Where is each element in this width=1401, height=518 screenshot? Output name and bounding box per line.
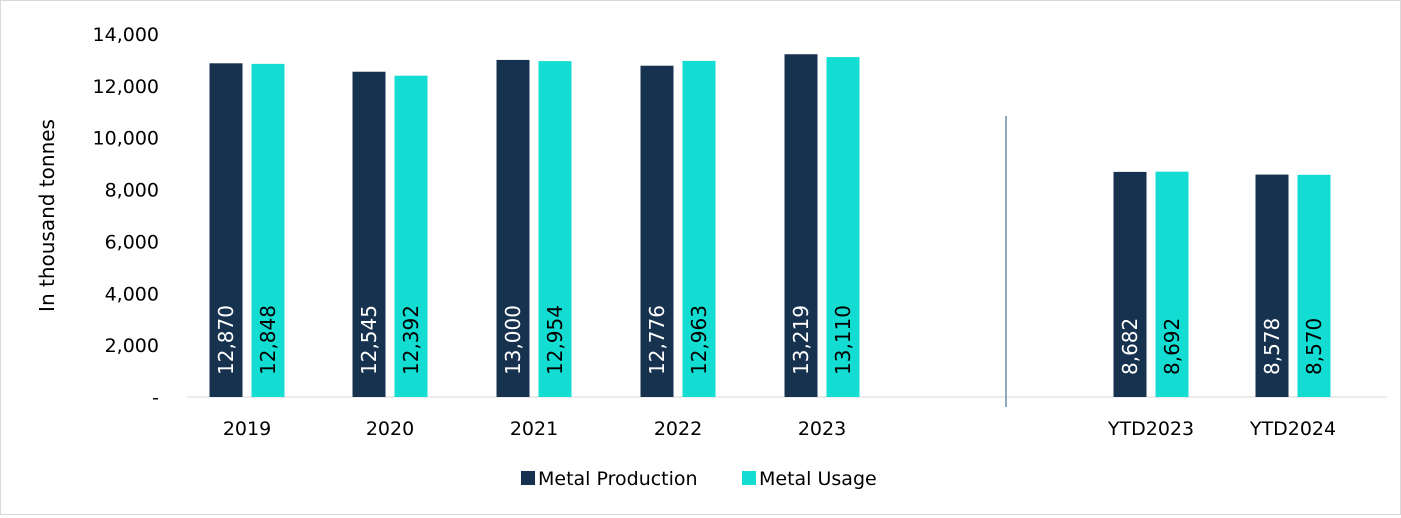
data-label: 12,776 [645,305,669,375]
data-label: 12,963 [687,305,711,375]
x-tick-label: 2021 [510,418,558,440]
bar-metal-usage-ytd2024 [1297,174,1331,397]
bar-metal-usage-ytd2023 [1155,171,1189,397]
y-tick-label: 6,000 [105,231,159,253]
legend-swatch-metal-production [521,471,535,485]
x-tick-label: 2019 [223,418,271,440]
y-tick-label: 10,000 [93,128,159,150]
data-label: 12,870 [214,305,238,375]
data-label: 13,000 [501,305,525,375]
y-tick-label: 4,000 [105,283,159,305]
bar-metal-production-ytd2024 [1255,174,1289,397]
x-tick-label: YTD2023 [1107,418,1194,440]
bar-metal-production-ytd2023 [1113,171,1147,397]
y-tick-label: 12,000 [93,76,159,98]
legend-label: Metal Production [538,468,698,490]
bar-metal-usage-2021 [538,61,572,398]
data-label: 13,219 [789,305,813,375]
data-label: 12,392 [399,305,423,375]
data-label: 8,682 [1118,318,1142,375]
legend-swatch-metal-usage [742,471,756,485]
x-tick-label: YTD2024 [1249,418,1336,440]
data-label: 13,110 [831,305,855,375]
y-tick-label: 14,000 [93,24,159,46]
bar-metal-usage-2022 [682,60,716,397]
data-label: 8,692 [1160,318,1184,375]
bar-metal-usage-2023 [826,57,860,398]
y-tick-label: - [152,387,159,409]
bar-metal-usage-2019 [251,63,285,397]
bar-metal-production-2020 [352,71,386,397]
x-tick-label: 2020 [366,418,414,440]
legend-label: Metal Usage [759,468,877,490]
x-tick-label: 2022 [654,418,702,440]
y-tick-label: 2,000 [105,335,159,357]
bar-metal-usage-2020 [394,75,428,397]
data-label: 8,570 [1302,318,1326,375]
y-axis-label: In thousand tonnes [35,119,59,312]
bar-metal-production-2023 [784,54,818,397]
data-label: 12,848 [256,305,280,375]
data-label: 12,545 [357,305,381,375]
y-tick-label: 8,000 [105,180,159,202]
bar-metal-production-2019 [209,63,243,397]
bar-metal-production-2021 [496,59,530,398]
data-label: 8,578 [1260,318,1284,375]
bar-metal-production-2022 [640,65,674,397]
data-label: 12,954 [543,305,567,375]
x-tick-label: 2023 [798,418,846,440]
